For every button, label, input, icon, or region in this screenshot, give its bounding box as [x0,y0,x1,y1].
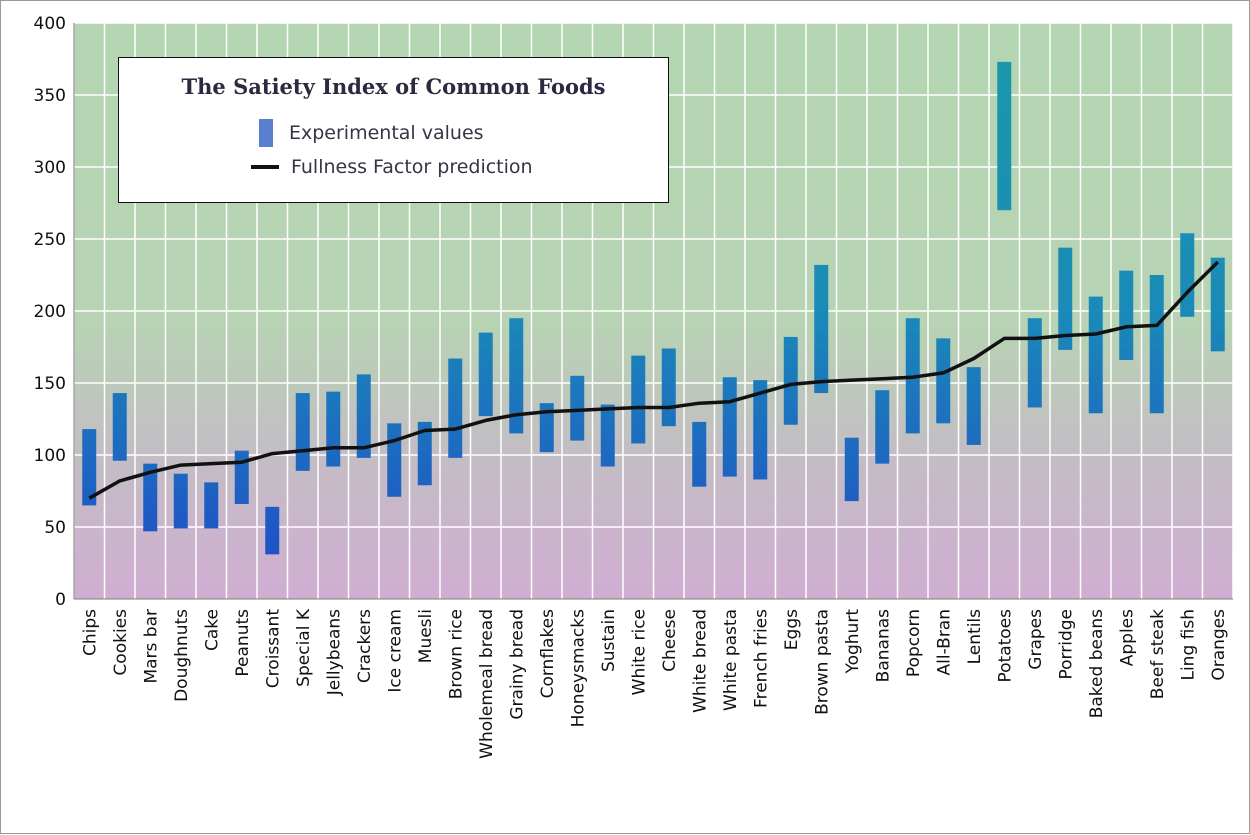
bar-oranges [1210,257,1225,352]
x-label-lentils: Lentils [965,609,985,665]
x-label-baked-beans: Baked beans [1087,609,1107,718]
x-label-cake: Cake [202,609,222,651]
x-label-muesli: Muesli [416,609,436,663]
bar-brown-pasta [814,264,829,394]
x-label-wholemeal-bread: Wholemeal bread [477,609,497,759]
bar-french-fries [753,380,768,480]
legend-label-experimental: Experimental values [289,122,484,144]
x-label-cookies: Cookies [111,609,131,676]
bar-grainy-bread [509,318,524,434]
x-label-porridge: Porridge [1056,609,1076,680]
bar-doughnuts [173,473,188,529]
x-label-bananas: Bananas [873,609,893,682]
bar-lentils [966,367,981,445]
bar-white-rice [631,355,646,444]
legend-bar-swatch [259,119,273,147]
bar-white-bread [692,421,707,487]
x-label-ice-cream: Ice cream [385,609,405,693]
x-label-grapes: Grapes [1026,609,1046,670]
x-label-special-k: Special K [294,608,314,687]
bar-muesli [417,421,432,486]
bar-ling-fish [1180,233,1195,317]
bar-porridge [1058,247,1073,350]
y-tick-0: 0 [55,590,66,610]
bar-chips [82,429,97,506]
legend-label-prediction: Fullness Factor prediction [291,156,533,178]
x-label-brown-pasta: Brown pasta [812,609,832,715]
x-label-brown-rice: Brown rice [446,609,466,699]
legend-entry-experimental: Experimental values [259,118,484,148]
bar-mars-bar [143,463,158,532]
bar-brown-rice [448,358,463,458]
bar-peanuts [234,450,249,504]
x-label-cheese: Cheese [660,609,680,672]
y-tick-250: 250 [34,230,66,250]
x-label-grainy-bread: Grainy bread [507,609,527,720]
bar-white-pasta [722,377,737,477]
bar-all-bran [936,338,951,424]
x-label-peanuts: Peanuts [233,609,253,677]
y-tick-200: 200 [34,302,66,322]
bar-sustain [600,404,615,467]
y-tick-100: 100 [34,446,66,466]
x-axis-labels: Chips Cookies Mars bar Doughnuts Cake Peanuts… [80,608,1229,759]
x-label-potatoes: Potatoes [995,609,1015,683]
bar-cookies [112,393,127,461]
bar-yoghurt [844,437,859,502]
bar-cake [204,482,219,529]
bar-grapes [1027,318,1042,408]
bar-special-k [295,393,310,471]
bar-baked-beans [1088,296,1103,414]
bar-cornflakes [539,403,554,453]
legend-entry-prediction: Fullness Factor prediction [251,152,533,182]
x-label-french-fries: French fries [751,609,771,708]
bar-croissant [265,506,280,555]
x-label-yoghurt: Yoghurt [843,609,863,675]
x-label-crackers: Crackers [355,609,375,683]
bar-wholemeal-bread [478,332,493,417]
legend: The Satiety Index of Common Foods Experi… [118,57,669,203]
chart-title: The Satiety Index of Common Foods [181,74,606,99]
x-label-honeysmacks: Honeysmacks [568,609,588,728]
bar-ice-cream [387,423,402,497]
x-label-eggs: Eggs [782,609,802,650]
bar-potatoes [997,61,1012,211]
bar-jellybeans [326,391,341,467]
grid [73,22,1234,600]
bar-bananas [875,390,890,464]
y-tick-350: 350 [34,86,66,106]
bar-apples [1119,270,1134,360]
prediction-line [88,260,1220,500]
x-label-white-bread: White bread [690,609,710,713]
x-label-chips: Chips [80,609,100,656]
x-label-cornflakes: Cornflakes [538,609,558,699]
y-tick-50: 50 [44,518,66,538]
y-axis-ticks: 0 50 100 150 200 250 300 350 400 [34,14,66,610]
bar-eggs [783,336,798,425]
x-label-mars-bar: Mars bar [141,609,161,684]
x-label-popcorn: Popcorn [904,609,924,677]
x-label-apples: Apples [1117,609,1137,666]
bar-beef-steak [1149,275,1164,414]
bar-crackers [356,374,371,458]
x-label-doughnuts: Doughnuts [172,609,192,702]
x-label-white-pasta: White pasta [721,609,741,711]
prediction-line-group [88,260,1220,500]
x-label-croissant: Croissant [263,609,283,689]
x-label-white-rice: White rice [629,609,649,695]
legend-line-swatch [251,165,279,169]
x-label-ling-fish: Ling fish [1178,609,1198,681]
y-tick-300: 300 [34,158,66,178]
x-label-all-bran: All-Bran [934,609,954,675]
x-label-jellybeans: Jellybeans [324,609,344,696]
x-label-oranges: Oranges [1209,609,1229,681]
bar-honeysmacks [570,375,585,441]
y-tick-150: 150 [34,374,66,394]
y-tick-400: 400 [34,14,66,34]
x-label-beef-steak: Beef steak [1148,609,1168,699]
bar-cheese [661,348,676,427]
x-label-sustain: Sustain [599,609,619,672]
